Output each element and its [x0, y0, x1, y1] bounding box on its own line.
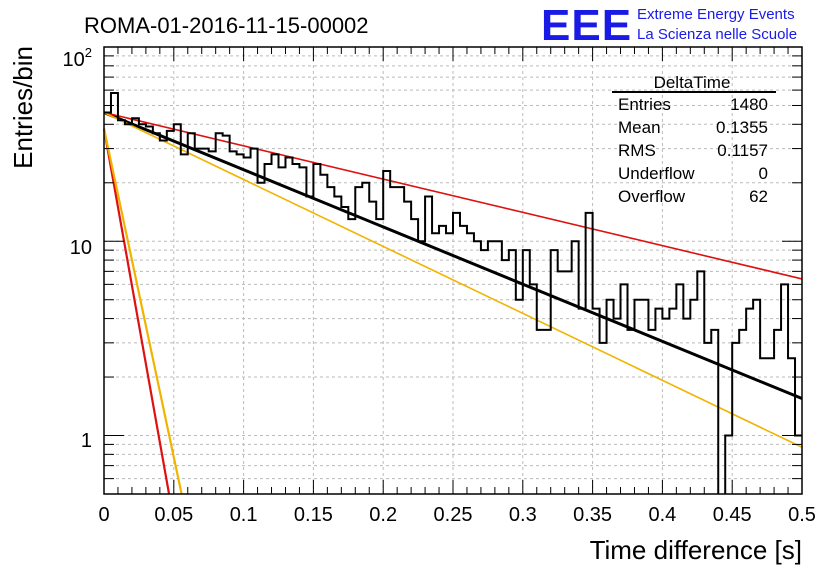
- x-axis-title: Time difference [s]: [590, 535, 802, 565]
- stat-label-mean: Mean: [618, 118, 661, 137]
- x-tick-label: 0.05: [154, 504, 193, 526]
- chart-title: ROMA-01-2016-11-15-00002: [84, 13, 369, 38]
- x-tick-label: 0.35: [573, 504, 612, 526]
- fit-line-2: [103, 111, 803, 448]
- y-tick-label-10: 10: [70, 237, 92, 259]
- y-axis-title: Entries/bin: [8, 46, 38, 169]
- fit-line-4: [102, 128, 183, 495]
- eee-logo-text: EEE: [541, 1, 632, 50]
- y-tick-labels: 1 10 102: [63, 45, 92, 452]
- stat-label-rms: RMS: [618, 141, 656, 160]
- fit-curves: [102, 111, 803, 495]
- fit-line-0: [103, 111, 803, 400]
- x-tick-label: 0: [98, 504, 109, 526]
- stat-value-rms: 0.1157: [717, 141, 768, 160]
- x-tick-label: 0.3: [509, 504, 537, 526]
- x-tick-label: 0.1: [230, 504, 258, 526]
- stat-value-mean: 0.1355: [716, 118, 768, 137]
- x-tick-labels: 0 0.05 0.1 0.15 0.2 0.25 0.3 0.35 0.4 0.45 0.5: [98, 504, 815, 526]
- fit-line-3: [102, 128, 171, 495]
- stat-label-overflow: Overflow: [618, 187, 686, 206]
- stat-label-underflow: Underflow: [618, 164, 695, 183]
- histogram-steps: [104, 91, 802, 494]
- x-tick-label: 0.15: [294, 504, 333, 526]
- eee-logo-line2: La Scienza nelle Scuole: [637, 26, 797, 43]
- eee-logo: EEE Extreme Energy Events La Scienza nel…: [541, 1, 797, 50]
- stats-box: DeltaTime Entries 1480 Mean 0.1355 RMS 0…: [612, 73, 776, 206]
- x-tick-label: 0.45: [713, 504, 752, 526]
- y-tick-label-1: 1: [81, 430, 92, 452]
- x-tick-label: 0.25: [434, 504, 473, 526]
- eee-logo-line1: Extreme Energy Events: [637, 6, 795, 23]
- grid-lines: [104, 47, 802, 494]
- x-tick-label: 0.5: [788, 504, 816, 526]
- stats-box-title: DeltaTime: [654, 73, 731, 92]
- stat-value-entries: 1480: [730, 95, 768, 114]
- x-tick-label: 0.2: [369, 504, 397, 526]
- fit-line-1: [103, 111, 803, 280]
- stat-value-underflow: 0: [759, 164, 768, 183]
- axis-ticks: [103, 46, 803, 494]
- stat-label-entries: Entries: [618, 95, 671, 114]
- stat-value-overflow: 62: [749, 187, 768, 206]
- x-tick-label: 0.4: [648, 504, 676, 526]
